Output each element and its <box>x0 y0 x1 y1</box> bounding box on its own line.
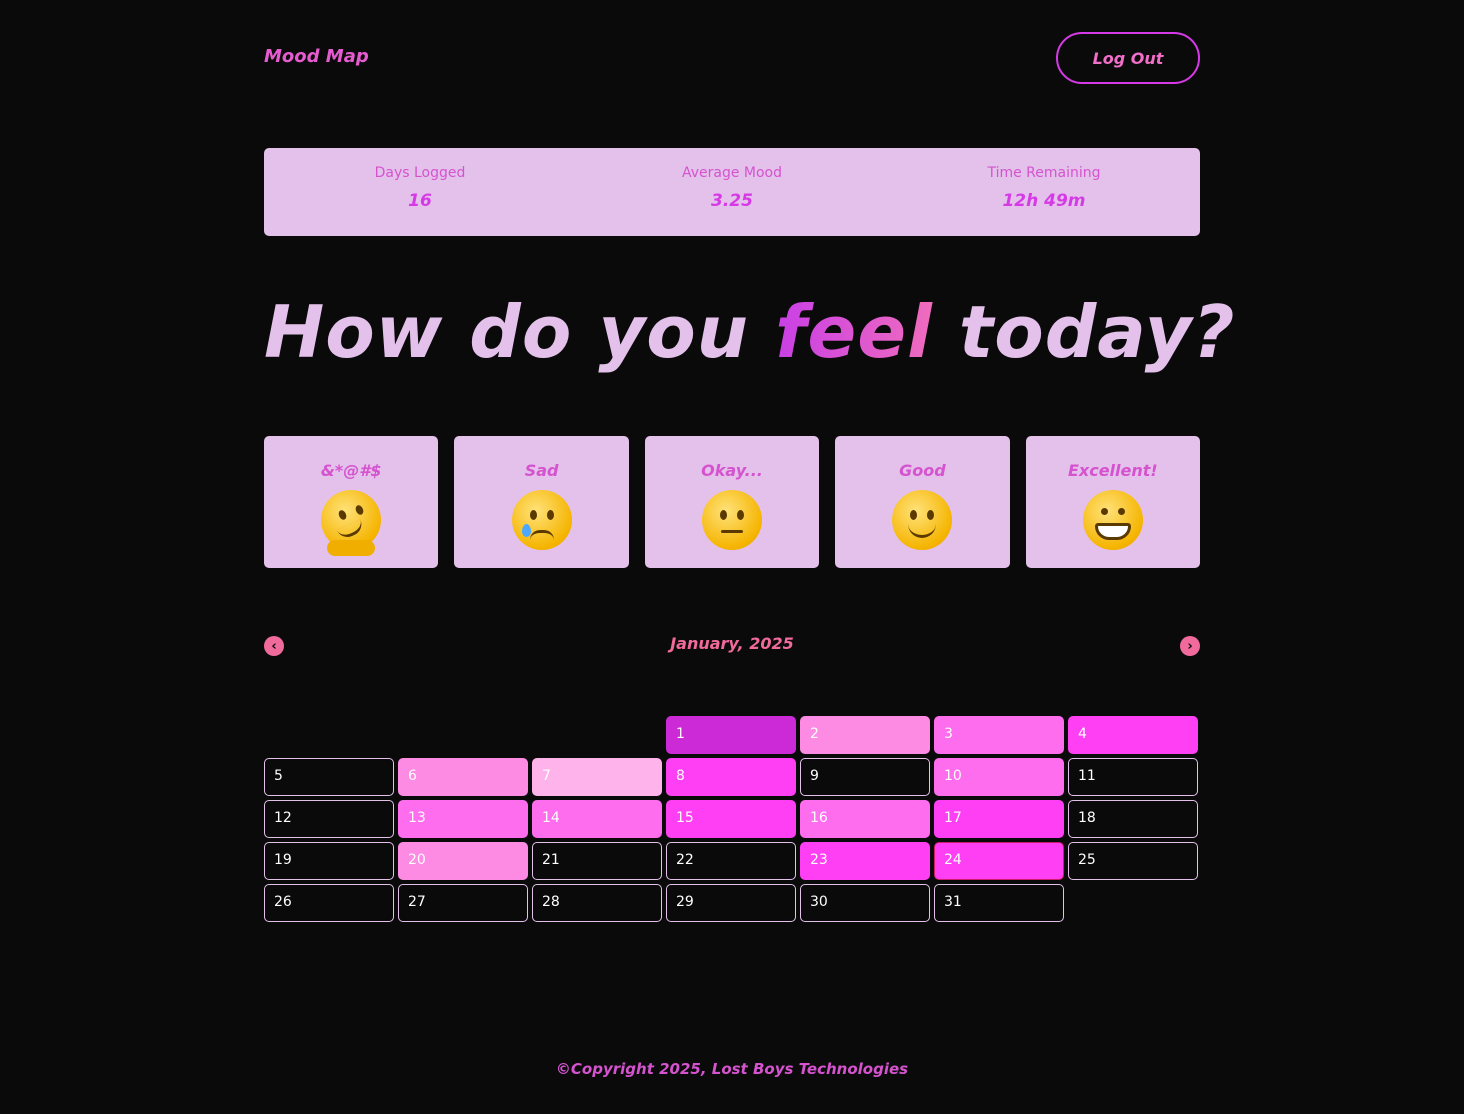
title-accent: feel <box>775 290 933 374</box>
stats-panel: Days Logged 16 Average Mood 3.25 Time Re… <box>264 148 1200 236</box>
calendar-blank <box>532 716 662 754</box>
calendar-day[interactable]: 16 <box>800 800 930 838</box>
calendar-blank <box>398 716 528 754</box>
melting-face-icon <box>321 490 382 556</box>
mood-label: Excellent! <box>1067 461 1158 480</box>
mood-button-excellent[interactable]: Excellent! <box>1025 436 1201 568</box>
calendar-day[interactable]: 26 <box>264 884 394 922</box>
calendar-day[interactable]: 24 <box>934 842 1064 880</box>
calendar-header: ‹ January, 2025 › <box>264 632 1200 658</box>
stat-average-mood: Average Mood 3.25 <box>576 148 888 236</box>
calendar-day[interactable]: 9 <box>800 758 930 796</box>
mood-label: Good <box>899 461 946 480</box>
calendar-day[interactable]: 15 <box>666 800 796 838</box>
logout-button[interactable]: Log Out <box>1056 32 1200 84</box>
calendar-day[interactable]: 22 <box>666 842 796 880</box>
mood-button-sad[interactable]: Sad <box>454 436 629 568</box>
month-label: January, 2025 <box>670 634 794 653</box>
title-before: How do you <box>264 290 776 374</box>
header: Mood Map Log Out <box>264 32 1200 84</box>
logo[interactable]: Mood Map <box>264 46 369 67</box>
mood-button-good[interactable]: Good <box>835 436 1010 568</box>
calendar-day[interactable]: 23 <box>800 842 930 880</box>
smiling-face-icon <box>892 490 953 550</box>
calendar-day[interactable]: 17 <box>934 800 1064 838</box>
stat-label: Average Mood <box>681 165 783 181</box>
crying-face-icon <box>511 490 572 550</box>
mood-button-okay[interactable]: Okay... <box>644 436 820 568</box>
calendar-day[interactable]: 29 <box>666 884 796 922</box>
stat-value: 3.25 <box>711 191 753 211</box>
stat-label: Days Logged <box>374 165 466 181</box>
calendar-day[interactable]: 11 <box>1068 758 1198 796</box>
calendar-day[interactable]: 19 <box>264 842 394 880</box>
calendar-blank <box>264 716 394 754</box>
calendar-day[interactable]: 28 <box>532 884 662 922</box>
calendar-day[interactable]: 2 <box>800 716 930 754</box>
mood-label: Sad <box>524 461 559 480</box>
stat-value: 12h 49m <box>1002 191 1086 211</box>
footer-copyright: ©Copyright 2025, Lost Boys Technologies <box>555 1060 909 1078</box>
calendar-day[interactable]: 8 <box>666 758 796 796</box>
calendar-day[interactable]: 7 <box>532 758 662 796</box>
calendar-day[interactable]: 12 <box>264 800 394 838</box>
stat-label: Time Remaining <box>987 165 1101 181</box>
calendar-day[interactable]: 18 <box>1068 800 1198 838</box>
calendar-day[interactable]: 27 <box>398 884 528 922</box>
page-container: Mood Map Log Out Days Logged 16 Average … <box>264 0 1234 1114</box>
calendar-day[interactable]: 10 <box>934 758 1064 796</box>
stat-value: 16 <box>408 191 432 211</box>
page-title: How do you feel today? <box>264 290 1234 374</box>
mood-options: &*@#$ Sad Okay... Good <box>264 436 1201 568</box>
neutral-face-icon <box>702 490 763 550</box>
stat-days-logged: Days Logged 16 <box>264 148 576 236</box>
calendar-grid: 1 2 3 4 5 6 7 8 9 10 11 12 13 14 15 16 17 18 19 20 21 22 23 24 2… <box>264 716 1200 922</box>
calendar-day[interactable]: 14 <box>532 800 662 838</box>
calendar-day[interactable]: 3 <box>934 716 1064 754</box>
calendar-day[interactable]: 31 <box>934 884 1064 922</box>
calendar-day[interactable]: 20 <box>398 842 528 880</box>
calendar-day[interactable]: 1 <box>666 716 796 754</box>
chevron-left-icon[interactable]: ‹ <box>264 636 284 656</box>
calendar-day[interactable]: 5 <box>264 758 394 796</box>
calendar-day[interactable]: 21 <box>532 842 662 880</box>
calendar-day[interactable]: 13 <box>398 800 528 838</box>
grinning-face-icon <box>1082 490 1143 550</box>
title-after: today? <box>932 290 1236 374</box>
calendar-day[interactable]: 6 <box>398 758 528 796</box>
mood-label: Okay... <box>701 461 763 480</box>
mood-button-terrible[interactable]: &*@#$ <box>264 436 439 568</box>
calendar-day[interactable]: 30 <box>800 884 930 922</box>
calendar-day[interactable]: 25 <box>1068 842 1198 880</box>
stat-time-remaining: Time Remaining 12h 49m <box>888 148 1200 236</box>
mood-label: &*@#$ <box>320 461 382 480</box>
chevron-right-icon[interactable]: › <box>1180 636 1200 656</box>
calendar-day[interactable]: 4 <box>1068 716 1198 754</box>
